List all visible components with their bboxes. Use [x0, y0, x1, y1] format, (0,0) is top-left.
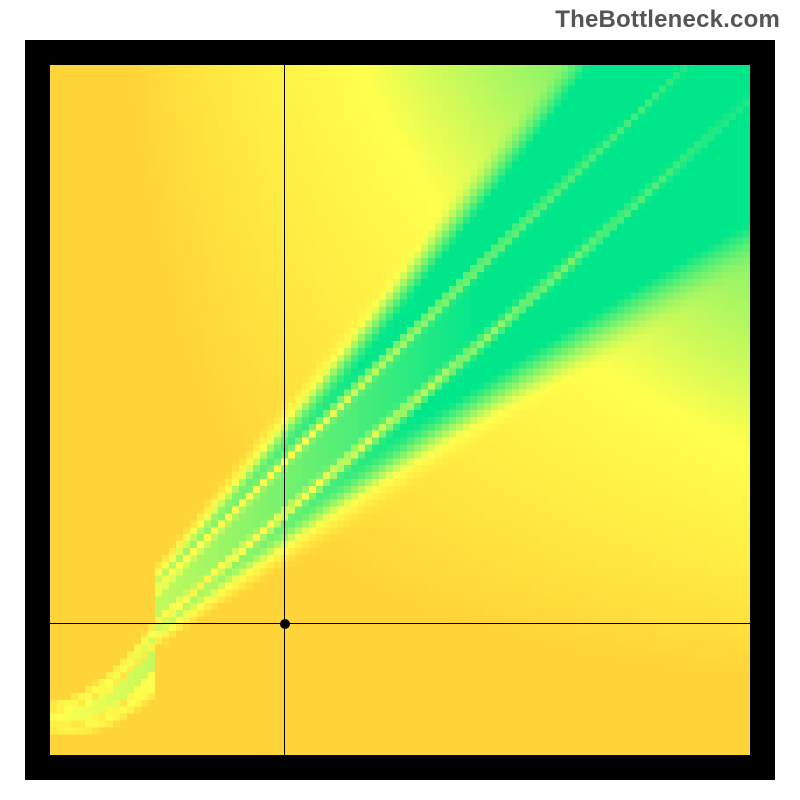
- watermark-text: TheBottleneck.com: [555, 6, 780, 34]
- crosshair-horizontal: [50, 623, 750, 624]
- bottleneck-heatmap: [50, 65, 750, 755]
- crosshair-marker-dot: [280, 619, 290, 629]
- crosshair-vertical: [284, 65, 285, 755]
- container: TheBottleneck.com: [0, 0, 800, 800]
